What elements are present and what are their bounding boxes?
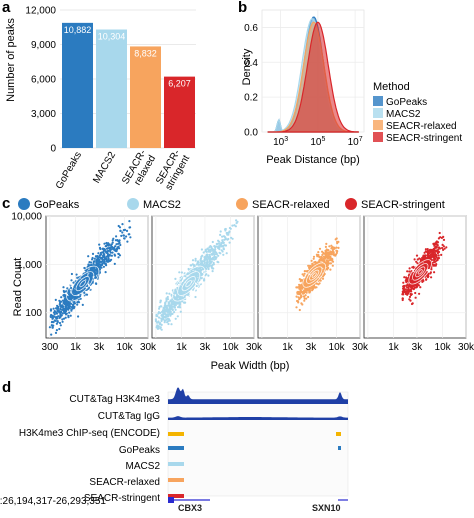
c-x-tick-label: 10k <box>117 342 134 353</box>
bar-value-label: 10,882 <box>64 25 92 35</box>
b-y-tick-label: 0.2 <box>244 93 258 104</box>
c-legend-dot <box>345 198 357 210</box>
a-x-tick-label: MACS2 <box>91 150 118 186</box>
a-y-tick-label: 3,000 <box>31 109 56 120</box>
c-x-tick-label: 3k <box>412 342 424 353</box>
c-x-tick-label: 3k <box>306 342 318 353</box>
c-x-tick-label: 30k <box>352 342 369 353</box>
c-legend-label: GoPeaks <box>34 199 80 211</box>
bar-value-label: 8,832 <box>134 48 157 58</box>
a-y-tick-label: 0 <box>50 144 56 155</box>
scatter-chart-c: GoPeaks MACS2 SEACR-relaxed SEACR-stringent… <box>11 198 474 372</box>
c-x-tick-label: 30k <box>246 342 263 353</box>
c-x-tick-label: 10k <box>329 342 346 353</box>
b-y-axis-title: Density <box>241 48 253 85</box>
density-chart-b: Density Peak Distance (bp) 0.00.20.40.6 … <box>241 9 462 166</box>
c-y-tick-label: 100 <box>25 308 42 319</box>
a-y-axis-title: Number of peaks <box>5 18 17 102</box>
signal-track <box>168 387 348 404</box>
b-legend-swatch <box>373 108 383 118</box>
c-x-tick-label: 1k <box>282 342 294 353</box>
b-legend-swatch <box>373 132 383 142</box>
track-label: SEACR-stringent <box>84 493 160 504</box>
bar-seacr-relaxed <box>130 46 161 148</box>
bar-gopeaks <box>62 22 93 148</box>
signal-track <box>168 416 348 420</box>
facet-seacr-stringent: 1k 3k 10k 30k <box>363 215 474 353</box>
bar-macs2 <box>96 29 127 149</box>
c-x-tick-label: 30k <box>458 342 474 353</box>
peak-call-seacr-stringent <box>168 494 184 498</box>
peak-call-seacr-relaxed <box>168 478 184 482</box>
bar-value-label: 10,304 <box>98 32 126 42</box>
peak-call-macs2 <box>168 462 184 466</box>
c-legend-dot <box>127 198 139 210</box>
b-legend-label: SEACR-stringent <box>386 133 462 144</box>
track-label: H3K4me3 ChIP-seq (ENCODE) <box>19 428 160 439</box>
c-legend-label: SEACR-stringent <box>361 199 445 211</box>
c-x-tick-label: 1k <box>70 342 82 353</box>
c-x-tick-label: 300 <box>42 342 59 353</box>
c-legend-dot <box>236 198 248 210</box>
panel-letter-d: d <box>2 379 11 396</box>
c-y-tick-label: 1,000 <box>17 260 42 271</box>
b-y-tick-label: 0.6 <box>244 23 258 34</box>
peak-call-gopeaks <box>338 446 341 450</box>
b-x-tick-label: 105 <box>310 136 325 148</box>
c-x-tick-label: 3k <box>94 342 106 353</box>
bar-chart-a: Number of peaks 10,882 10,304 8,832 6,207 0… <box>5 6 196 192</box>
track-label: GoPeaks <box>119 445 160 456</box>
b-x-axis-title: Peak Distance (bp) <box>266 154 360 166</box>
peak-call-gopeaks <box>168 446 184 450</box>
facet-macs2: 1k 3k 10k 30k <box>151 215 263 353</box>
b-legend-label: SEACR-relaxed <box>386 121 457 132</box>
c-x-axis-title: Peak Width (bp) <box>211 360 290 372</box>
b-legend-label: MACS2 <box>386 109 421 120</box>
a-x-tick-label: GoPeaks <box>54 150 84 191</box>
panel-letter-b: b <box>238 0 247 16</box>
c-x-tick-label: 10k <box>223 342 240 353</box>
b-y-tick-label: 0.4 <box>244 58 258 69</box>
c-legend-label: SEACR-relaxed <box>252 199 330 211</box>
c-y-tick-label: 10,000 <box>11 212 42 223</box>
c-legend-label: MACS2 <box>143 199 181 211</box>
a-x-tick-label: SEACR-stringent <box>154 148 192 192</box>
density-seacr-stringent <box>267 21 359 133</box>
track-label: SEACR-relaxed <box>89 477 160 488</box>
locus-label: chr7:26,194,317-26,293,351 <box>0 496 106 507</box>
b-y-tick-label: 0.0 <box>244 128 258 139</box>
b-legend-title: Method <box>373 81 410 93</box>
a-y-tick-label: 9,000 <box>31 40 56 51</box>
a-x-tick-label: SEACR-relaxed <box>120 148 158 192</box>
b-legend-swatch <box>373 96 383 106</box>
encode-peak <box>336 432 341 436</box>
panel-letter-a: a <box>2 0 11 16</box>
c-x-tick-label: 1k <box>388 342 400 353</box>
track-label: CUT&Tag H3K4me3 <box>69 394 160 405</box>
b-x-tick-label: 103 <box>273 136 288 148</box>
gene-label: SXN10 <box>312 503 341 513</box>
encode-peak <box>168 432 184 436</box>
b-legend-label: GoPeaks <box>386 97 427 108</box>
c-x-tick-label: 10k <box>435 342 452 353</box>
c-x-tick-label: 3k <box>200 342 212 353</box>
c-x-tick-label: 1k <box>176 342 188 353</box>
track-label: CUT&Tag IgG <box>98 411 160 422</box>
facet-gopeaks: 300 1k 3k 10k 30k <box>42 215 157 353</box>
c-y-axis-title: Read Count <box>12 258 24 317</box>
gene-label: CBX3 <box>178 503 202 513</box>
genome-browser-d: CUT&Tag H3K4me3 CUT&Tag IgG H3K4me3 ChIP-s… <box>0 387 349 513</box>
a-y-tick-label: 12,000 <box>25 6 56 17</box>
track-label: MACS2 <box>126 461 161 472</box>
facet-seacr-relaxed: 1k 3k 10k 30k <box>257 215 369 353</box>
bar-value-label: 6,207 <box>168 79 191 89</box>
bar-seacr-stringent <box>164 76 195 148</box>
b-legend-swatch <box>373 120 383 130</box>
a-y-tick-label: 6,000 <box>31 75 56 86</box>
panel-letter-c: c <box>2 195 10 212</box>
c-legend-dot <box>18 198 30 210</box>
b-x-tick-label: 107 <box>348 136 363 148</box>
c-x-tick-label: 30k <box>140 342 157 353</box>
